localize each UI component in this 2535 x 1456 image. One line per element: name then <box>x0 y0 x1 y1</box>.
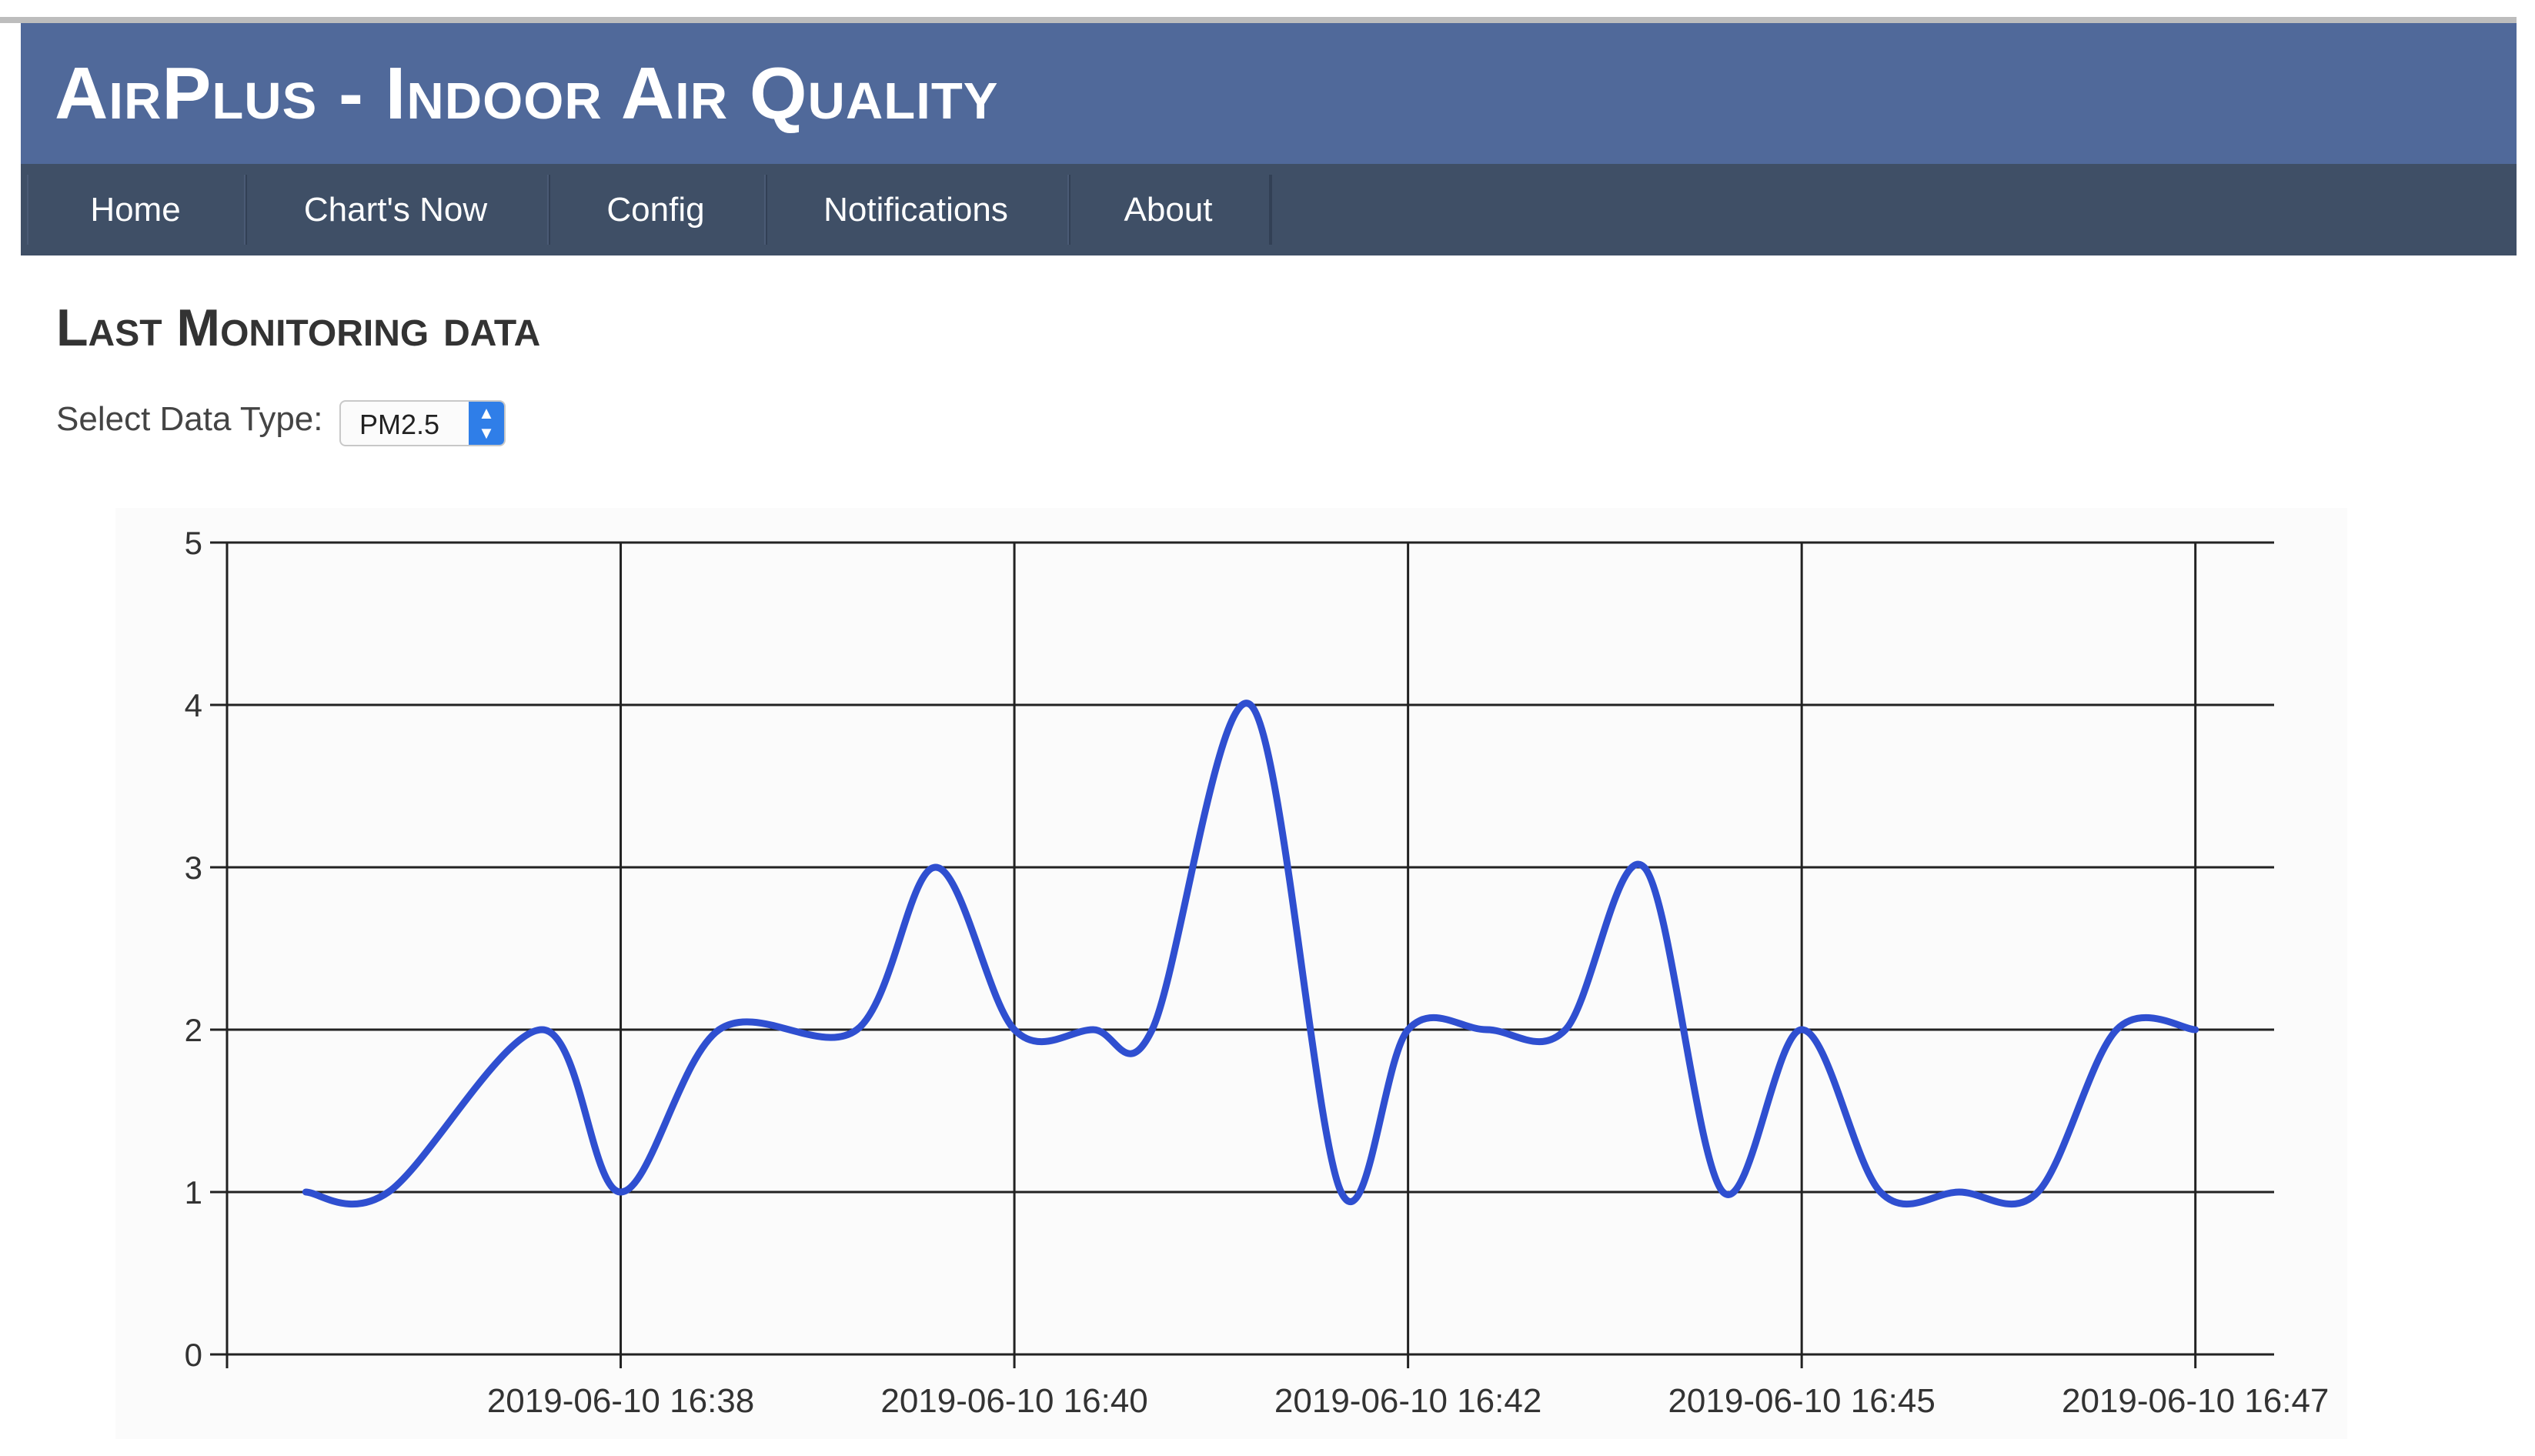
y-tick-label: 3 <box>185 850 202 886</box>
x-tick-label: 2019-06-10 16:38 <box>487 1382 754 1420</box>
select-data-type-label: Select Data Type: <box>56 400 323 438</box>
chart-series <box>302 700 2199 1208</box>
app-title: AirPlus - Indoor Air Quality <box>55 52 999 135</box>
nav-about[interactable]: About <box>1067 175 1272 245</box>
x-tick-label: 2019-06-10 16:47 <box>2062 1382 2329 1420</box>
nav-charts-now[interactable]: Chart's Now <box>244 175 550 245</box>
nav-home[interactable]: Home <box>27 175 247 245</box>
y-tick-label: 5 <box>185 525 202 561</box>
main-nav: Home Chart's Now Config Notifications Ab… <box>21 164 2517 255</box>
x-tick-label: 2019-06-10 16:40 <box>880 1382 1147 1420</box>
pm25-line-chart: 0 1 2 3 4 5 2019-06-10 16:38 2019-06-10 16:40 20… <box>115 508 2347 1439</box>
data-type-select-value: PM2.5 <box>359 409 440 440</box>
y-tick-label: 0 <box>185 1337 202 1373</box>
x-tick-label: 2019-06-10 16:45 <box>1668 1382 1935 1420</box>
nav-notifications[interactable]: Notifications <box>764 175 1070 245</box>
y-tick-label: 2 <box>185 1012 202 1048</box>
chart-background <box>115 508 2347 1439</box>
select-updown-icon: ▲ ▼ <box>469 402 504 445</box>
x-tick-label: 2019-06-10 16:42 <box>1274 1382 1541 1420</box>
app-header: AirPlus - Indoor Air Quality <box>21 23 2517 164</box>
pm25-series-line <box>302 700 2199 1208</box>
y-tick-label: 4 <box>185 687 202 723</box>
chart-axes: 0 1 2 3 4 5 2019-06-10 16:38 2019-06-10 16:40 20… <box>185 525 2330 1420</box>
nav-config[interactable]: Config <box>547 175 767 245</box>
y-tick-label: 1 <box>185 1174 202 1211</box>
window-top-rule <box>0 17 2517 23</box>
section-title: Last Monitoring data <box>56 299 541 357</box>
data-type-select[interactable]: PM2.5 ▲ ▼ <box>339 400 506 446</box>
